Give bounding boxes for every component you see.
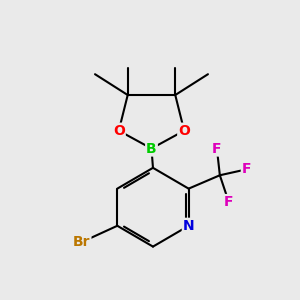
Text: F: F [242, 162, 251, 176]
Text: B: B [146, 142, 157, 155]
Text: N: N [183, 219, 194, 233]
Text: Br: Br [73, 235, 90, 249]
Text: F: F [212, 142, 222, 155]
Text: O: O [178, 124, 190, 138]
Text: O: O [113, 124, 125, 138]
Text: F: F [224, 195, 233, 209]
